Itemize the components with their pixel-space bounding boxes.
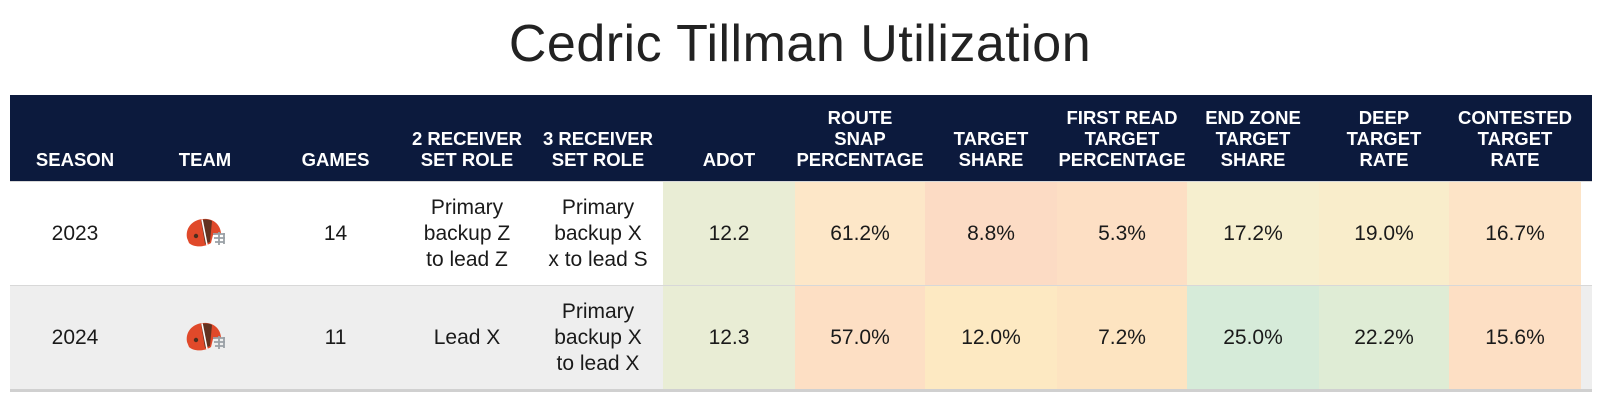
header-line: SHARE [1220,149,1286,170]
adot-cell: 12.3 [663,286,795,389]
header-end-zone-target-share: END ZONE TARGET SHARE [1187,95,1319,181]
team-cell [140,286,270,389]
header-adot: ADOT [663,95,795,181]
table-header: SEASON TEAM GAMES 2 RECEIVER SET ROLE 3 R… [10,95,1592,181]
role-line: backup Z [423,221,511,245]
header-deep-target-rate: DEEP TARGET RATE [1319,95,1449,181]
header-line: 3 RECEIVER [542,128,653,149]
header-line: 2 RECEIVER [411,128,522,149]
header-line: GAMES [301,149,370,170]
first-read-cell: 7.2% [1057,286,1187,389]
season-cell: 2023 [51,221,99,245]
page-title: Cedric Tillman Utilization [508,15,1092,73]
adot-cell: 12.2 [663,182,795,285]
header-line: TARGET [1477,128,1553,149]
header-line: FIRST READ [1066,107,1178,128]
header-line: END ZONE [1205,107,1301,128]
contested-rate-cell: 16.7% [1449,182,1581,285]
role-line: backup X [554,325,642,349]
header-line: SHARE [958,149,1024,170]
header-line: SNAP [834,128,886,149]
target-share-cell: 8.8% [925,182,1057,285]
header-line: DEEP [1358,107,1410,128]
end-zone-cell: 17.2% [1187,182,1319,285]
header-games: GAMES [270,95,401,181]
contested-rate-cell: 15.6% [1449,286,1581,389]
games-cell: 14 [323,221,348,245]
role-line: Lead X [433,325,501,349]
role-line: x to lead S [548,247,648,271]
header-line: TEAM [178,149,232,170]
header-2-receiver-set-role: 2 RECEIVER SET ROLE [401,95,533,181]
header-line: RATE [1359,149,1409,170]
header-line: TARGET [1215,128,1291,149]
route-snap-cell: 57.0% [795,286,925,389]
header-line: CONTESTED [1457,107,1573,128]
role-line: to lead X [556,351,640,375]
end-zone-cell: 25.0% [1187,286,1319,389]
header-line: PERCENTAGE [796,149,924,170]
role-line: backup X [554,221,642,245]
route-snap-cell: 61.2% [795,182,925,285]
first-read-cell: 5.3% [1057,182,1187,285]
target-share-cell: 12.0% [925,286,1057,389]
team-cell [140,182,270,285]
header-team: TEAM [140,95,270,181]
role-line: Primary [430,195,504,219]
role-2-receiver-cell: Lead X [401,286,533,389]
header-season: SEASON [10,95,140,181]
header-contested-target-rate: CONTESTED TARGET RATE [1449,95,1581,181]
header-line: TARGET [1346,128,1422,149]
header-line: SET ROLE [551,149,645,170]
games-cell: 11 [324,325,347,349]
cleveland-browns-helmet-icon [186,322,225,350]
header-target-share: TARGET SHARE [925,95,1057,181]
header-line: SET ROLE [420,149,514,170]
header-line: TARGET [953,128,1029,149]
header-3-receiver-set-role: 3 RECEIVER SET ROLE [533,95,663,181]
header-route-snap-percentage: ROUTE SNAP PERCENTAGE [795,95,925,181]
cleveland-browns-helmet-icon [186,218,225,246]
deep-rate-cell: 19.0% [1319,182,1449,285]
header-line: ADOT [702,149,756,170]
header-line: TARGET [1084,128,1160,149]
header-line: PERCENTAGE [1058,149,1186,170]
role-line: to lead Z [426,247,508,271]
header-first-read-target-percentage: FIRST READ TARGET PERCENTAGE [1057,95,1187,181]
deep-rate-cell: 22.2% [1319,286,1449,389]
role-line: Primary [561,299,635,323]
season-cell: 2024 [51,325,99,349]
header-line: RATE [1490,149,1540,170]
header-line: SEASON [35,149,115,170]
header-line: ROUTE [827,107,893,128]
utilization-table: SEASON TEAM GAMES 2 RECEIVER SET ROLE 3 R… [10,95,1592,392]
role-line: Primary [561,195,635,219]
